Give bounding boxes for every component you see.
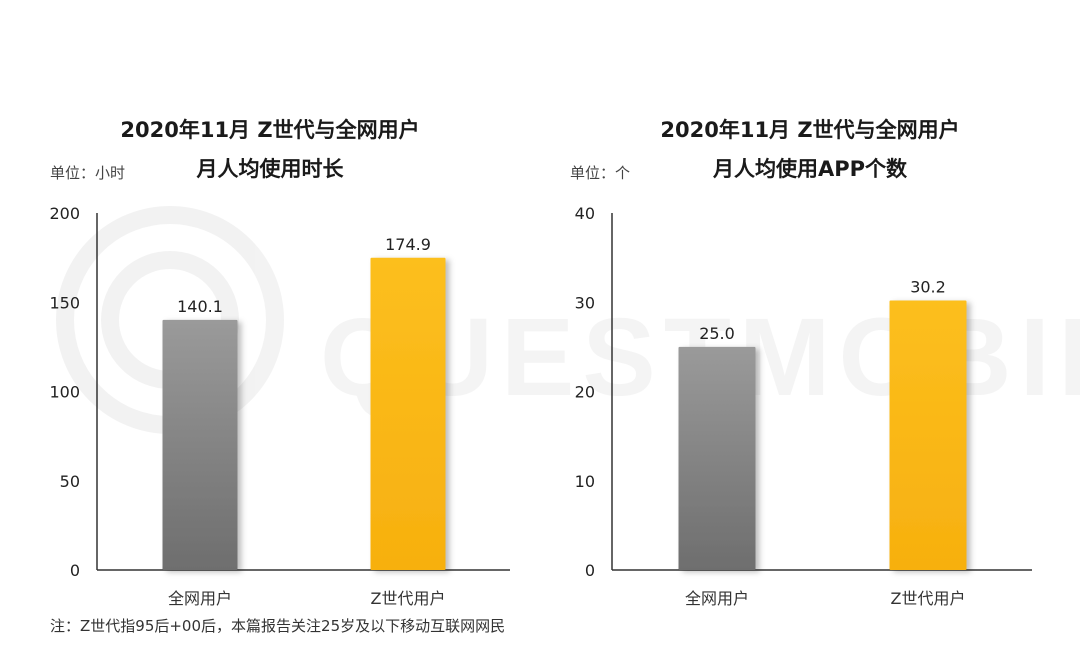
chart2-y-tick-label: 10 (575, 472, 595, 491)
chart2-y-tick-label: 20 (575, 383, 595, 402)
chart2-bar-gen-z (889, 300, 967, 570)
chart2-subtitle: 月人均使用APP个数 (712, 157, 908, 181)
chart1-title: 2020年11月 Z世代与全网用户 (120, 118, 420, 142)
chart2-y-tick-label: 0 (585, 561, 595, 580)
chart1-unit-label: 单位：小时 (50, 164, 126, 182)
chart1-y-tick-label: 0 (70, 561, 80, 580)
chart1-y-tick-label: 200 (49, 204, 80, 223)
chart1-y-tick-label: 100 (49, 383, 80, 402)
chart1-data-label: 174.9 (385, 235, 431, 254)
footnote: 注：Z世代指95后+00后，本篇报告关注25岁及以下移动互联网网民 (50, 617, 506, 635)
chart1-bar-all-users (162, 319, 238, 570)
chart1-y-tick-label: 50 (60, 472, 80, 491)
chart2-y-tick-label: 40 (575, 204, 595, 223)
chart1-subtitle: 月人均使用时长 (196, 157, 344, 181)
chart2-y-tick-label: 30 (575, 293, 595, 312)
chart2-category-label: 全网用户 (685, 589, 749, 608)
chart2-data-label: 25.0 (699, 324, 735, 343)
chart2-unit-label: 单位：个 (570, 164, 631, 182)
chart1-data-label: 140.1 (177, 297, 223, 316)
chart1-y-tick-label: 150 (49, 293, 80, 312)
chart2-data-label: 30.2 (910, 277, 946, 296)
chart2-bar-all-users (678, 346, 756, 570)
chart1-category-label: 全网用户 (168, 589, 232, 608)
chart1-bar-gen-z (370, 257, 446, 570)
chart2-title: 2020年11月 Z世代与全网用户 (660, 118, 960, 142)
chart1-category-label: Z世代用户 (371, 589, 446, 608)
chart2-category-label: Z世代用户 (891, 589, 966, 608)
